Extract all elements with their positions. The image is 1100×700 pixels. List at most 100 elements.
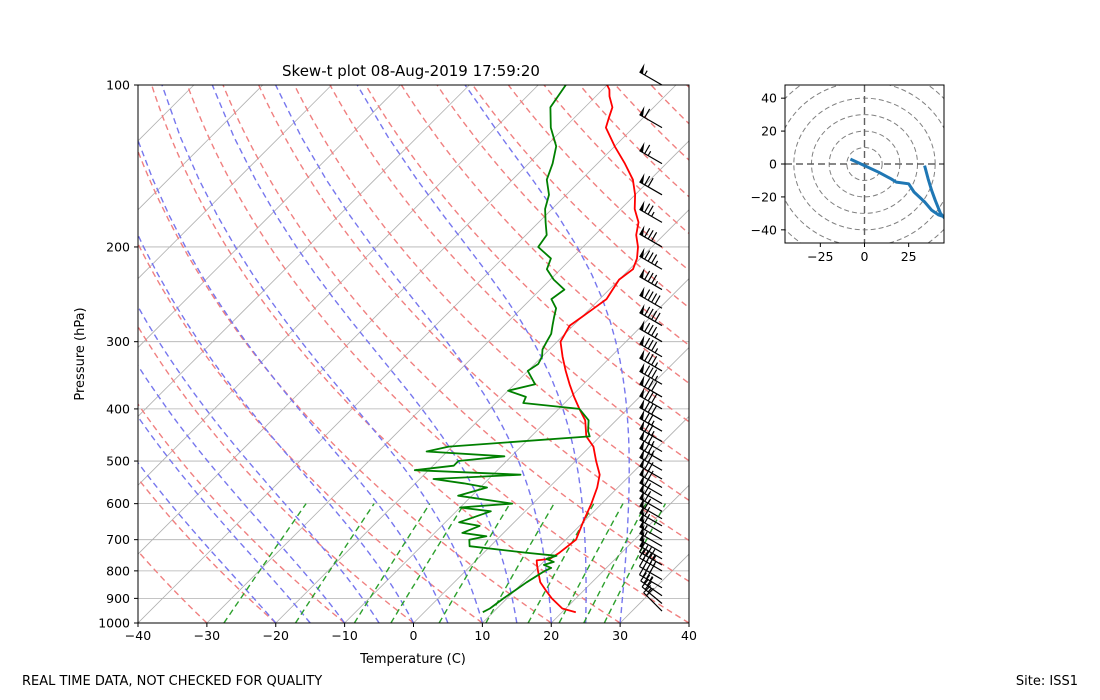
hodograph-trace [849,157,944,220]
y-tick-label: 900 [106,591,130,606]
skewt-series [413,85,640,614]
isotherm-line [138,85,608,555]
wind-barb [639,267,663,291]
wind-barb [639,362,663,385]
wind-barb [639,465,663,489]
isotherm-line [688,622,689,623]
hodograph-x-tick-label: 0 [861,249,869,264]
wind-barb [639,320,663,343]
wind-barb [639,530,663,554]
isotherm-line [206,140,689,623]
wind-barb [639,286,663,309]
wind-barb [639,511,663,534]
hodograph-chart: −25 0 25 40 20 0 −20 −40 [751,84,945,264]
dry-adiabat-line [472,85,689,309]
x-tick-label: 0 [410,628,418,643]
wind-barb [639,349,663,372]
moist-adiabat-line [211,85,518,623]
dry-adiabat-line [758,85,1100,623]
isotherm-line [275,209,689,623]
dry-adiabat-line [686,85,689,89]
y-tick-label: 700 [106,532,130,547]
skewt-x-axis-label: Temperature (C) [359,652,466,667]
moist-adiabat-line [138,415,311,623]
isotherm-line [344,278,689,623]
wind-barb [639,537,663,560]
skewt-ticks: −40 −30 −20 −10 0 10 20 30 40 1000 900 800 700 600 500… [98,78,697,644]
hodograph-ticks: −25 0 25 40 20 0 −20 −40 [751,91,917,264]
isotherm-line [413,346,689,623]
wind-barb [639,63,663,86]
dry-adiabat-line [258,85,689,542]
hodograph-ring [846,147,883,181]
dry-adiabat-line [329,85,689,462]
isotherm-line [482,415,689,623]
wind-barb [639,247,663,270]
dry-adiabat-line [222,85,689,583]
y-tick-label: 500 [106,454,130,469]
moist-adiabat-line [138,233,415,623]
hodograph-y-tick-label: 40 [761,91,777,106]
dry-adiabat-line [365,85,689,423]
y-tick-label: 400 [106,401,130,416]
skewt-y-axis-label: Pressure (hPa) [73,307,88,400]
dry-adiabat-line [400,85,689,385]
moist-adiabat-line [356,85,587,623]
isotherm-line [550,484,689,623]
dry-adiabat-line [650,85,689,125]
dry-adiabat-line [614,85,689,162]
moist-adiabat-line [161,85,484,623]
skewt-chart: −40 −30 −20 −10 0 10 20 30 401000900800700600500… [73,62,1100,667]
isotherm-line [138,85,332,280]
wind-barb [639,173,663,196]
wind-barb [639,398,663,421]
x-tick-label: 10 [474,628,490,643]
dry-adiabat-line [543,85,689,235]
mixing-ratio-line [390,503,465,623]
moist-adiabat-line [138,461,277,623]
hodograph-y-tick-label: 20 [761,124,777,139]
y-tick-label: 200 [106,239,130,254]
mixing-ratio-line [294,503,375,623]
site-label: Site: ISS1 [1015,674,1078,689]
x-tick-label: −10 [331,628,357,643]
x-tick-label: 40 [681,628,697,643]
dewpoint-profile-line [413,85,591,613]
moist-adiabat-line [464,85,630,623]
isotherm-line [138,85,677,623]
x-tick-label: −30 [194,628,220,643]
wind-barb [639,419,663,443]
y-tick-label: 600 [106,496,130,511]
wind-barb [639,335,663,358]
x-tick-label: 30 [612,628,628,643]
wind-barb [638,548,663,572]
wind-barb [639,141,663,165]
wind-barb [639,387,663,410]
isotherm-line [138,85,401,349]
moist-adiabat-line [274,85,552,623]
mixing-ratio-line [223,503,307,623]
isotherm-line [138,85,539,486]
isotherm-line [758,85,1100,623]
hodograph-x-tick-label: −25 [807,249,833,264]
wind-barbs [638,63,663,612]
wind-barb [639,409,663,432]
dry-adiabat-line [138,242,483,623]
dry-adiabat-line [293,85,689,502]
wind-barb [639,518,663,541]
hodograph-series [849,157,944,220]
mixing-ratio-line [438,503,511,623]
y-tick-label: 1000 [98,616,130,631]
skewt-title: Skew-t plot 08-Aug-2019 17:59:20 [282,62,540,80]
dry-adiabat-line [723,85,1100,623]
moist-adiabat-line [138,305,380,623]
wind-barb [639,225,663,248]
skewt-grid [138,85,1100,623]
wind-barb [639,429,663,453]
wind-barb [639,524,663,547]
wind-barb [639,105,663,129]
isotherm-line [138,85,195,142]
skewt-axes-frame [137,84,690,624]
x-tick-label: −20 [263,628,289,643]
isotherm-line [619,553,689,623]
